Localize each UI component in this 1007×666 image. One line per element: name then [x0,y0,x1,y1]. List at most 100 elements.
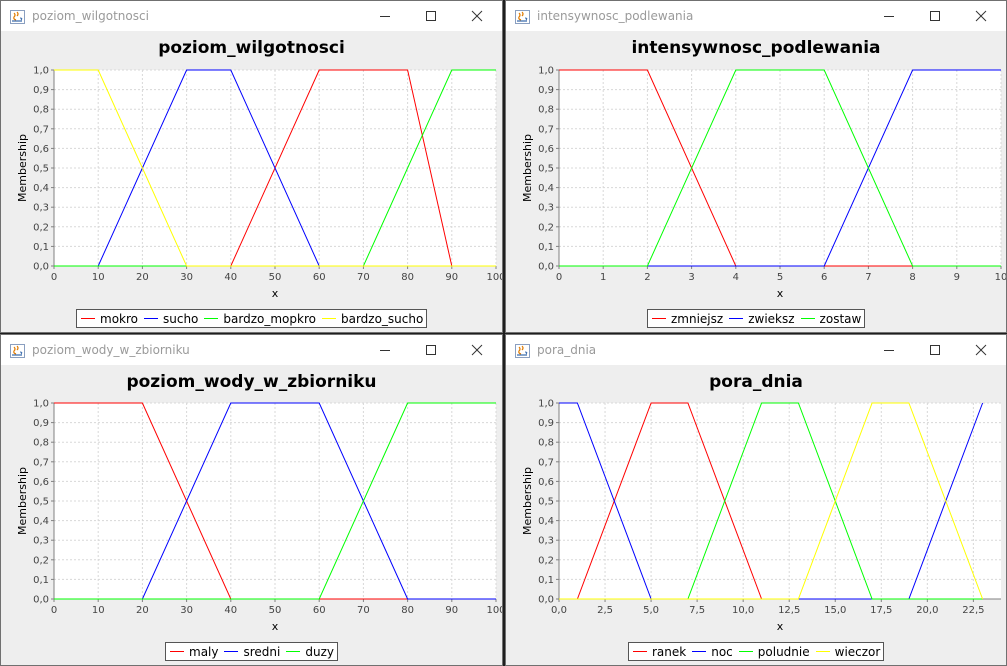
y-tick-label: 0,7 [538,457,554,468]
y-tick-label: 0,6 [538,144,554,155]
legend-item-sucho: sucho [144,312,198,326]
series-line-wieczor [559,402,984,600]
maximize-icon [426,11,436,21]
legend-item-wieczor: wieczor [815,645,880,659]
legend-label: zostaw [819,311,862,326]
y-tick-label: 1,0 [33,399,49,410]
y-tick-label: 0,1 [538,575,554,586]
legend-label: mokro [100,311,138,326]
minimize-button[interactable] [362,335,408,365]
legend-swatch [170,651,184,652]
chart-window-pora-dnia[interactable]: pora_dnia pora_dnia 0,0 2,5 5,0 7,5 10,0 12,5 15… [505,334,1007,666]
y-tick-label: 0,6 [33,477,49,488]
maximize-icon [930,11,940,21]
close-button[interactable] [454,335,500,365]
legend-label: duzy [305,644,334,659]
legend-item-maly: maly [170,645,218,659]
y-tick-label: 0,6 [538,477,554,488]
chart-title: poziom_wody_w_zbiorniku [126,372,376,392]
y-tick-label: 0,1 [33,242,49,253]
title-bar[interactable]: intensywnosc_podlewania [506,1,1006,31]
legend-swatch [729,318,744,319]
x-tick-label: 17,5 [870,605,892,616]
x-tick-label: 6 [821,272,827,283]
y-tick-label: 0,4 [538,183,554,194]
y-tick-label: 0,5 [33,497,49,508]
x-tick-label: 30 [180,272,193,283]
chart-title: poziom_wilgotnosci [158,38,345,58]
x-tick-label: 22,5 [962,605,984,616]
x-tick-label: 7 [865,272,871,283]
maximize-button[interactable] [408,1,454,31]
y-tick-label: 0,8 [538,105,554,116]
y-tick-label: 1,0 [538,399,554,410]
legend-swatch [738,651,753,652]
legend-item-zwieksz: zwieksz [729,311,795,326]
series-line-zostaw [559,69,1001,267]
y-tick-label: 0,9 [33,418,49,429]
title-bar[interactable]: poziom_wody_w_zbiorniku [1,335,502,365]
legend-label: bardzo_sucho [340,311,424,326]
legend-label: zwieksz [748,311,795,326]
chart: poziom_wody_w_zbiorniku 0 10 20 30 40 50 60 70 80… [16,372,502,633]
legend-item-noc: noc [692,645,733,659]
window-title: poziom_wilgotnosci [32,9,149,23]
legend-item-duzy: duzy [286,645,334,659]
x-tick-label: 80 [401,272,414,283]
legend-swatch [800,318,815,319]
x-tick-label: 10 [92,605,105,616]
y-tick-label: 0,6 [33,144,49,155]
x-tick-label: 100 [486,272,502,283]
y-tick-label: 0,0 [33,595,49,606]
legend-swatch [321,318,336,319]
java-app-icon [515,9,530,24]
x-tick-label: 70 [357,272,370,283]
close-button[interactable] [958,1,1004,31]
y-tick-label: 0,3 [33,536,49,547]
legend-item-sredni: sredni [224,645,280,659]
x-tick-label: 80 [401,605,414,616]
x-tick-label: 40 [224,272,237,283]
x-tick-label: 12,5 [778,605,800,616]
x-tick-label: 90 [445,272,458,283]
x-tick-label: 50 [269,272,282,283]
close-button[interactable] [958,335,1004,365]
x-tick-label: 2 [644,272,650,283]
y-tick-label: 0,1 [33,575,49,586]
minimize-button[interactable] [866,335,912,365]
y-tick-label: 0,9 [538,418,554,429]
maximize-button[interactable] [408,335,454,365]
x-tick-label: 70 [357,605,370,616]
chart: poziom_wilgotnosci 0 10 20 30 40 50 60 70 80 90 10 0… [16,38,502,300]
maximize-icon [930,345,940,355]
legend-swatch [204,318,219,319]
maximize-button[interactable] [912,335,958,365]
title-bar[interactable]: pora_dnia [506,335,1006,365]
x-tick-label: 10 [92,272,105,283]
legend-label: zmniejsz [671,311,724,326]
y-tick-label: 0,4 [33,183,49,194]
chart-title: pora_dnia [709,372,803,392]
y-axis-label: Membership [521,134,534,202]
legend-label: poludnie [757,644,810,659]
chart-window-poziom-wilgotnosci[interactable]: poziom_wilgotnosci poziom_wilgotnosci 0 10 2… [0,0,503,333]
chart-window-intensywnosc-podlewania[interactable]: intensywnosc_podlewania intensywnosc_podl… [505,0,1007,333]
title-bar[interactable]: poziom_wilgotnosci [1,1,502,31]
x-tick-label: 4 [733,272,739,283]
minimize-button[interactable] [362,1,408,31]
maximize-icon [426,345,436,355]
minimize-icon [380,16,390,17]
y-tick-label: 0,8 [538,438,554,449]
minimize-button[interactable] [866,1,912,31]
legend: maly sredni duzy [165,642,338,661]
maximize-button[interactable] [912,1,958,31]
y-axis-label: Membership [16,467,29,535]
legend-item-zmniejsz: zmniejsz [652,312,723,326]
close-button[interactable] [454,1,500,31]
legend-swatch [224,651,239,652]
legend-label: maly [189,644,219,659]
chart-window-poziom-wody-w-zbiorniku[interactable]: poziom_wody_w_zbiorniku poziom_wody_w_zbi… [0,334,503,666]
y-tick-label: 0,3 [538,536,554,547]
x-tick-label: 5 [777,272,783,283]
y-tick-label: 0,2 [538,555,554,566]
